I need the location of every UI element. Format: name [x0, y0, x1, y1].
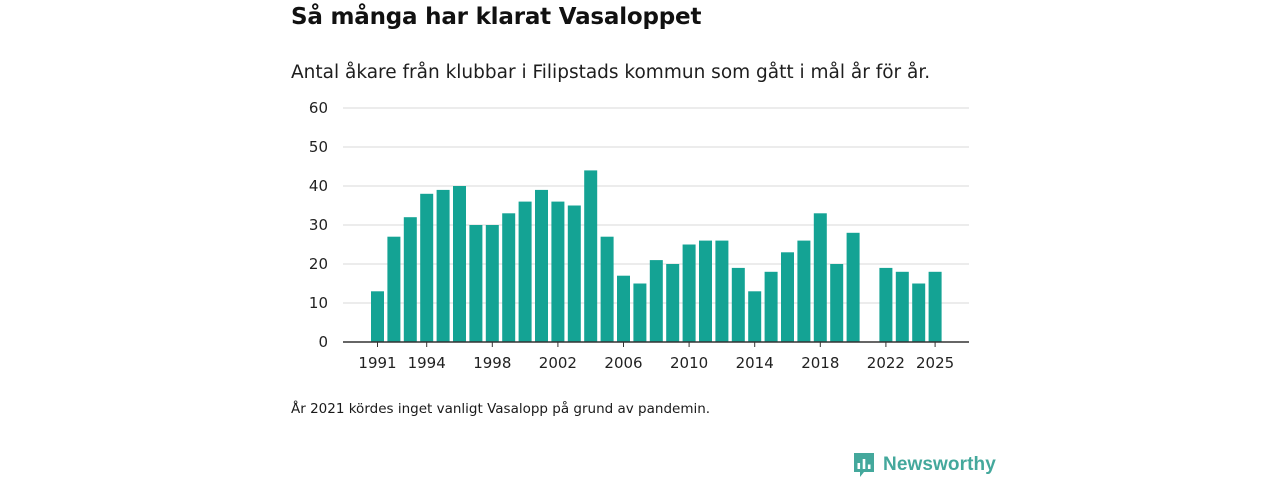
y-tick-label: 50: [309, 138, 328, 156]
x-tick-label: 2002: [539, 354, 577, 372]
y-tick-label: 20: [309, 255, 328, 273]
bar-2023: [895, 271, 909, 342]
bar-2016: [781, 252, 794, 342]
bar-2019: [830, 264, 844, 342]
bar-2011: [699, 240, 712, 342]
x-tick-label: 1994: [408, 354, 446, 372]
bar-2017: [797, 240, 811, 342]
x-tick-label: 2006: [604, 354, 642, 372]
bar-1998: [485, 225, 499, 342]
bar-2000: [518, 201, 532, 342]
bar-2005: [600, 236, 614, 342]
bar-2009: [666, 264, 680, 342]
bar-1991: [371, 291, 384, 342]
y-tick-label: 30: [309, 216, 328, 234]
chart-subtitle: Antal åkare från klubbar i Filipstads ko…: [291, 62, 931, 83]
x-tick-label: 2022: [867, 354, 905, 372]
brand-name: Newsworthy: [883, 454, 996, 475]
bar-1993: [403, 217, 417, 342]
bar-2014: [748, 291, 762, 342]
x-tick-label: 2010: [670, 354, 708, 372]
x-tick-label: 1991: [358, 354, 396, 372]
bar-2006: [617, 275, 630, 342]
x-tick-label: 2014: [736, 354, 774, 372]
y-tick-label: 60: [309, 99, 328, 117]
y-axis-ticks: 0 10 20 30 40 50 60: [309, 99, 328, 351]
bar-1997: [469, 225, 483, 342]
bar-2010: [682, 244, 696, 342]
bars: [371, 170, 942, 342]
bar-2012: [715, 240, 729, 342]
x-tick-label: 2025: [916, 354, 954, 372]
bar-2004: [584, 170, 598, 342]
bar-chart: 0 10 20 30 40 50 60 1991 1994 1998 2002 2006 2010 20…: [309, 99, 969, 372]
bar-2003: [567, 205, 581, 342]
bar-2002: [551, 201, 565, 342]
bar-2020: [846, 232, 860, 342]
newsworthy-logo-icon: [854, 453, 874, 477]
bar-1992: [387, 236, 401, 342]
bar-2013: [731, 267, 745, 342]
bar-2018: [813, 213, 827, 342]
x-axis-ticks: 1991 1994 1998 2002 2006 2010 2014 2018 2022 2025: [358, 342, 954, 372]
y-tick-label: 10: [309, 294, 328, 312]
bar-1996: [453, 186, 466, 342]
y-tick-label: 0: [318, 333, 328, 351]
bar-2015: [764, 271, 778, 342]
bar-2025: [928, 271, 942, 342]
bar-1999: [502, 213, 516, 342]
bar-1994: [420, 193, 434, 342]
bar-2024: [912, 283, 926, 342]
x-tick-label: 1998: [473, 354, 511, 372]
x-tick-label: 2018: [801, 354, 839, 372]
footnote: År 2021 kördes inget vanligt Vasalopp på…: [291, 401, 711, 417]
bar-1995: [436, 189, 450, 342]
chart-title: Så många har klarat Vasaloppet: [291, 4, 702, 30]
bar-2022: [879, 267, 893, 342]
bar-2008: [649, 260, 663, 342]
newsworthy-brand: Newsworthy: [852, 452, 996, 478]
bar-2007: [633, 283, 647, 342]
bar-2001: [535, 189, 548, 342]
y-tick-label: 40: [309, 177, 328, 195]
